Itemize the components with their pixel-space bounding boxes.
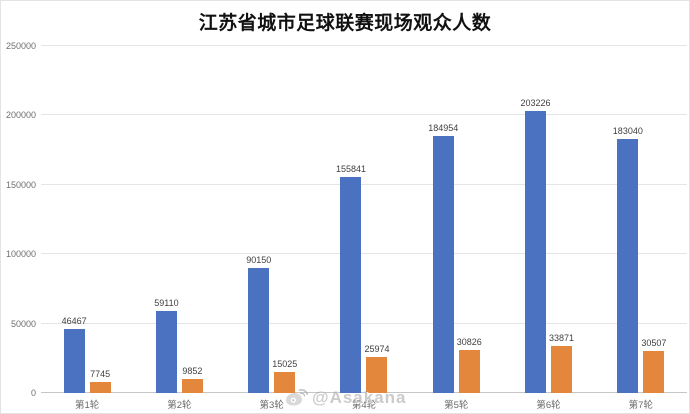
bar-wrapper: 183040 xyxy=(613,46,643,393)
bar-wrapper: 15025 xyxy=(272,46,297,393)
x-axis-category-label: 第3轮 xyxy=(259,400,284,411)
bar-group: 155841 25974 xyxy=(318,46,410,393)
orange-bar: 7745 xyxy=(89,369,111,393)
bar-groups: 46467 7745 59110 9852 90150 15025 155841 25974 1… xyxy=(41,46,687,393)
x-axis-category-label: 第7轮 xyxy=(628,400,653,411)
y-tick-label: 150000 xyxy=(5,179,36,190)
orange-bar: 25974 xyxy=(364,344,390,393)
y-tick-label: 50000 xyxy=(10,318,36,329)
bar-group: 183040 30507 xyxy=(595,46,687,393)
gridline xyxy=(41,253,687,255)
y-tick-label: 250000 xyxy=(5,41,36,51)
bar-wrapper: 203226 xyxy=(521,46,551,393)
bar-group: 59110 9852 xyxy=(133,46,225,393)
data-label: 7745 xyxy=(90,369,111,380)
gridline xyxy=(41,183,687,185)
data-label: 46467 xyxy=(61,315,87,326)
bar-wrapper: 25974 xyxy=(364,46,390,393)
y-tick-label: 100000 xyxy=(5,249,36,260)
bar-wrapper: 59110 xyxy=(154,46,179,393)
plot-area: 0 50000 100000 150000 200000 250000 46467 7745… xyxy=(6,41,687,398)
bar-wrapper: 30507 xyxy=(641,46,666,393)
blue-bar: 59110 xyxy=(154,298,179,393)
y-tick-label: 0 xyxy=(30,388,36,398)
bar-group: 184954 30826 xyxy=(410,46,502,393)
bar-wrapper: 33871 xyxy=(549,46,574,393)
bar-group: 203226 33871 xyxy=(502,46,594,393)
data-label: 184954 xyxy=(428,123,459,134)
blue-bar: 203226 xyxy=(521,98,551,393)
bar-wrapper: 9852 xyxy=(181,46,203,393)
x-axis-category-label: 第5轮 xyxy=(444,400,469,411)
data-label: 30507 xyxy=(641,337,667,348)
orange-bar: 30507 xyxy=(641,338,666,393)
bar-group: 46467 7745 xyxy=(41,46,133,393)
x-axis-category-label: 第4轮 xyxy=(351,400,377,411)
bar-wrapper: 30826 xyxy=(457,46,482,393)
blue-bar: 155841 xyxy=(336,164,366,393)
x-axis-line xyxy=(41,392,687,393)
bar-wrapper: 90150 xyxy=(246,46,271,393)
blue-bar: 183040 xyxy=(613,126,643,393)
data-label: 59110 xyxy=(154,297,179,308)
y-tick-label: 200000 xyxy=(5,110,36,121)
gridline xyxy=(41,114,687,116)
data-label: 15025 xyxy=(272,359,298,370)
bar-wrapper: 155841 xyxy=(336,46,366,393)
data-label: 183040 xyxy=(612,125,643,136)
chart-title: 江苏省城市足球联赛现场观众人数 xyxy=(198,13,492,34)
gridline xyxy=(41,45,687,46)
blue-bar: 46467 xyxy=(62,316,87,393)
x-axis-category-label: 第2轮 xyxy=(167,400,192,411)
blue-bar: 90150 xyxy=(246,255,271,393)
x-axis-category-label: 第6轮 xyxy=(536,400,561,411)
data-label: 155841 xyxy=(335,163,367,174)
orange-bar: 15025 xyxy=(272,359,297,393)
data-label: 203226 xyxy=(520,97,551,108)
bar-wrapper: 7745 xyxy=(89,46,111,393)
blue-bar: 184954 xyxy=(428,123,458,393)
gridline xyxy=(41,322,687,324)
orange-bar: 30826 xyxy=(457,337,482,393)
x-axis-category-label: 第1轮 xyxy=(74,400,100,411)
x-axis-labels: 第1轮 第2轮 第3轮 第4轮 第5轮 第6轮 第7轮 xyxy=(41,397,687,411)
data-label: 30826 xyxy=(456,337,482,348)
data-label: 90150 xyxy=(246,254,272,265)
orange-bar: 33871 xyxy=(549,333,574,393)
bar-wrapper: 46467 xyxy=(62,46,87,393)
bar-group: 90150 15025 xyxy=(226,46,318,393)
data-label: 25974 xyxy=(364,343,390,354)
bar-wrapper: 184954 xyxy=(428,46,458,393)
data-label: 33871 xyxy=(549,333,575,343)
data-label: 9852 xyxy=(182,366,203,377)
orange-bar: 9852 xyxy=(181,366,203,393)
